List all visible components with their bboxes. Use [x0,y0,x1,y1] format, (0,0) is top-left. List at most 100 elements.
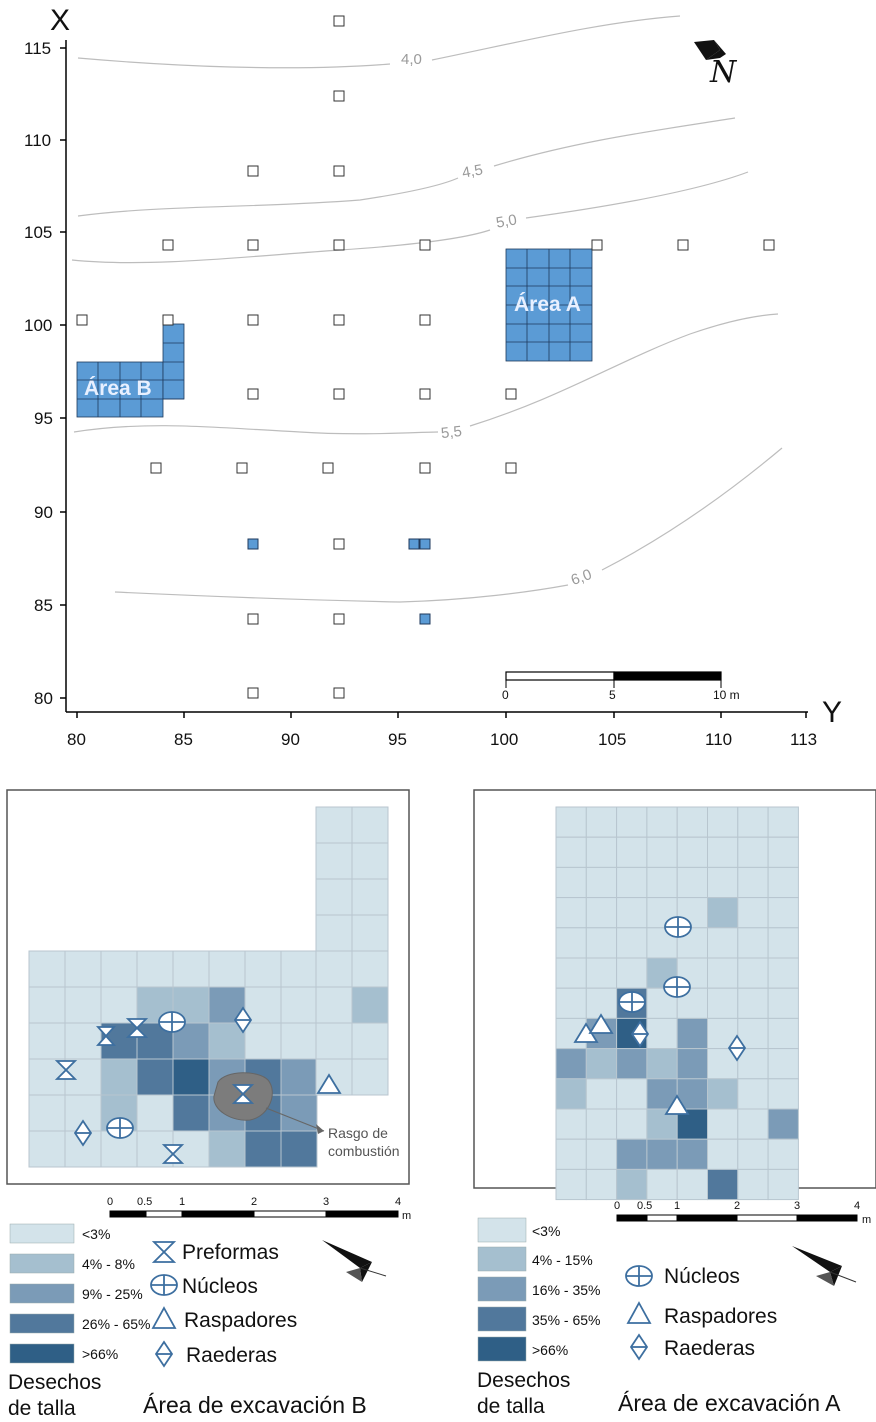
preforma-icon [54,1060,78,1080]
y-tick: 105 [598,730,627,749]
scale-b-label: 4 [395,1196,402,1208]
raspador-icon [316,1073,342,1094]
legend-b-title: Desechos de talla [8,1371,102,1420]
grid-a-cell [676,1138,709,1170]
grid-a-cell [676,1017,709,1050]
grid-a-cell [616,957,648,989]
grid-a-cell [707,836,739,868]
symbol-a-label: Núcleos [664,1265,740,1288]
grid-a-cell [616,1048,648,1080]
scale-bar-b [109,1210,399,1218]
grid-a-cell [646,806,678,838]
caption-b: Área de excavación B [143,1392,367,1418]
contour-label: 4,0 [401,51,422,68]
grid-a-cell [767,987,799,1019]
legend-a-item: 35% - 65% [532,1312,601,1328]
grid-a-cell [555,957,587,989]
scale-a-label: 0 [614,1200,621,1212]
grid-a-cell [767,897,799,929]
grid-a-cell [585,1168,618,1201]
scale-b-label: 0.5 [137,1196,153,1208]
raspador-icon [151,1306,177,1329]
sondeos [76,15,775,699]
grid-a-cell [767,1138,799,1170]
raspador-icon [588,1013,614,1034]
scale-b-label: 0 [107,1196,114,1208]
symbol-b-label: Núcleos [182,1275,258,1298]
grid-a-cell [585,927,618,959]
grid-a-cell [737,1168,769,1201]
x-tick: 85 [34,596,53,615]
grid-a-cell [585,1048,618,1080]
grid-a-cell [767,1048,799,1080]
grid-a-cell [616,1138,648,1170]
grid-a-cell [646,1017,678,1050]
grid-a-cell [676,866,709,899]
symbol-b-label: Preformas [182,1241,279,1264]
grid-a-cell [555,1108,587,1140]
grid-a-cell [646,866,678,899]
grid-a-cell [737,957,769,989]
grid-a-cell [585,1108,618,1140]
grid-a-cell [585,897,618,929]
x-tick: 115 [24,39,52,58]
grid-a-cell [585,806,618,838]
grid-a-cell [585,1138,618,1170]
compass-b-icon [322,1240,387,1282]
preforma-icon [151,1241,177,1263]
grid-a-cell [737,1138,769,1170]
scale-b-label: 3 [323,1196,330,1208]
grid-a-cell [555,1048,587,1080]
grid-a-cell [585,836,618,868]
legend-b-item: 9% - 25% [82,1286,143,1302]
grid-a-cell [646,1048,678,1080]
north-arrow-icon [694,40,726,60]
grid-a-cell [767,1078,799,1110]
x-tick: 95 [34,409,53,428]
grid-a-cell [616,1108,648,1140]
grid-a-cell [737,927,769,959]
y-tick: 80 [67,730,86,749]
scale-b-unit: m [402,1210,412,1222]
grid-a-cell [767,836,799,868]
grid-a-cell [676,1048,709,1080]
scale-a-label: 0.5 [637,1200,653,1212]
grid-a-cell [555,1138,587,1170]
y-tick: 113 [790,730,818,749]
grid-a-cell [707,806,739,838]
preforma-icon [125,1018,149,1038]
preforma-icon [161,1144,185,1164]
site-map [60,15,808,718]
x-axis-title: X [50,4,71,37]
scale-a-unit: m [862,1214,872,1226]
grid-a-cell [555,897,587,929]
grid-a-cell [585,866,618,899]
grid-a-cell [555,836,587,868]
x-tick: 105 [24,223,53,242]
grid-a-cell [646,836,678,868]
scale-label: 0 [502,688,509,702]
grid-a-cell [555,1168,587,1201]
x-tick: 90 [34,503,53,522]
grid-a-cell [737,1078,769,1110]
grid-a-cell [707,1108,739,1140]
symbol-a-label: Raederas [664,1337,756,1360]
legend-b-item: <3% [82,1226,111,1242]
legend-b-item: >66% [82,1346,119,1362]
scale-label: 10 m [713,688,740,702]
grid-a-cell [707,1138,739,1170]
scale-b-label: 2 [251,1196,258,1208]
area-a-label: Área A [514,293,581,316]
grid-a-cell [555,927,587,959]
legend-a-title: Desechos de talla [477,1369,571,1418]
grid-a-cell [707,987,739,1019]
legend-a-item: <3% [532,1223,561,1239]
grid-a-cell [616,866,648,899]
grid-a-cell [555,987,587,1019]
legend-b-item: 4% - 8% [82,1256,135,1272]
grid-a-cell [555,806,587,838]
grid-a-cell [707,927,739,959]
symbol-b-label: Raspadores [184,1309,298,1332]
